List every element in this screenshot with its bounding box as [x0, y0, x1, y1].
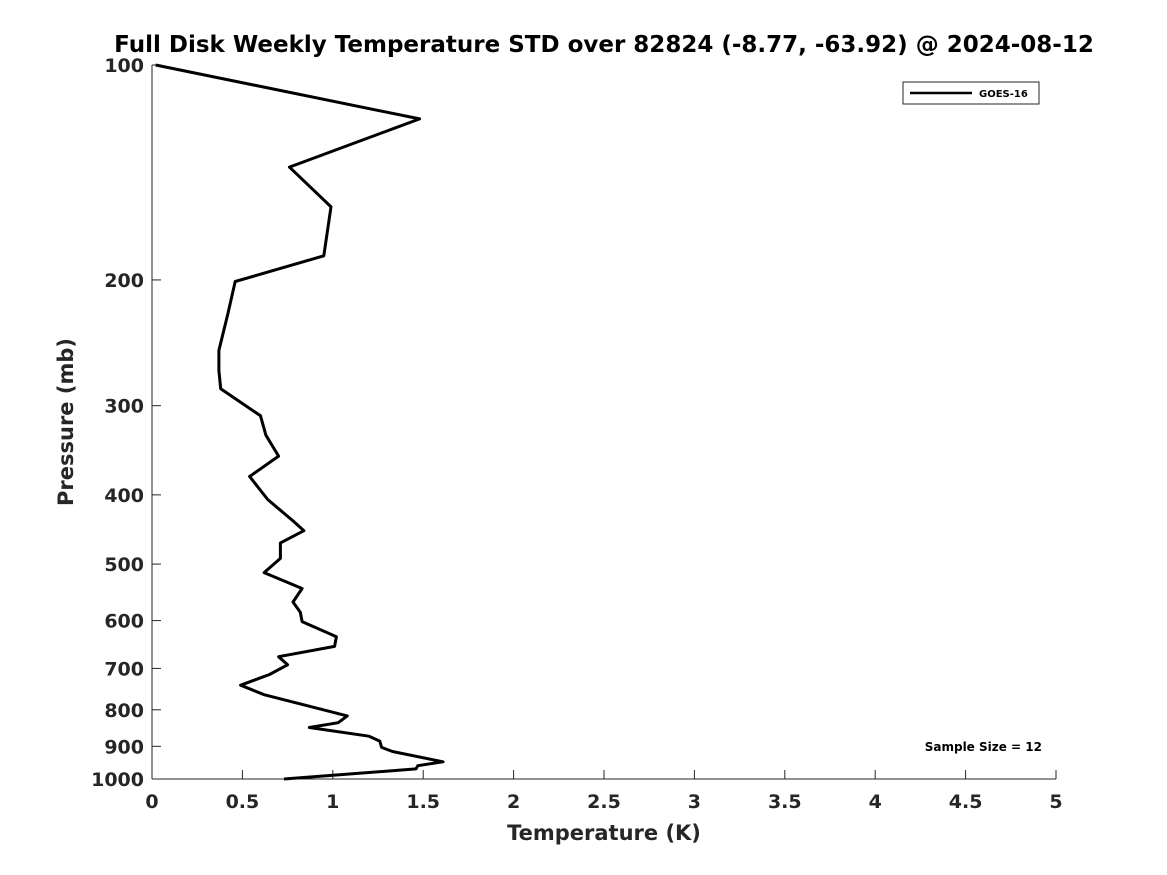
- x-axis-label: Temperature (K): [507, 821, 701, 845]
- y-tick-label: 200: [104, 270, 144, 292]
- y-axis-label: Pressure (mb): [54, 338, 78, 506]
- y-tick-label: 1000: [91, 769, 144, 791]
- x-tick-label: 1: [326, 791, 339, 813]
- y-tick-label: 500: [104, 554, 144, 576]
- legend: GOES-16: [902, 81, 1040, 105]
- y-tick-label: 800: [104, 700, 144, 722]
- x-tick-label: 3.5: [768, 791, 802, 813]
- series-layer: [155, 63, 445, 781]
- series-line-goes-16: [155, 63, 445, 781]
- y-ticks: 100 200 300 400 500 600 700 800 900 1000: [91, 55, 161, 791]
- x-ticks: 0 0.5 1 1.5 2 2.5 3 3.5 4 4.5 5: [145, 770, 1063, 813]
- x-tick-label: 2: [507, 791, 520, 813]
- y-tick-label: 900: [104, 736, 144, 758]
- x-tick-label: 4: [869, 791, 882, 813]
- y-tick-label: 400: [104, 485, 144, 507]
- y-tick-label: 300: [104, 396, 144, 418]
- x-tick-label: 2.5: [587, 791, 621, 813]
- x-tick-label: 5: [1049, 791, 1062, 813]
- x-tick-label: 1.5: [406, 791, 440, 813]
- sample-size-annotation: Sample Size = 12: [925, 740, 1042, 754]
- x-tick-label: 0.5: [226, 791, 260, 813]
- chart-title: Full Disk Weekly Temperature STD over 82…: [114, 32, 1094, 58]
- x-tick-label: 0: [145, 791, 158, 813]
- x-tick-label: 3: [688, 791, 701, 813]
- y-tick-label: 600: [104, 611, 144, 633]
- y-tick-label: 700: [104, 658, 144, 680]
- legend-label-goes-16: GOES-16: [979, 89, 1028, 100]
- x-tick-label: 4.5: [949, 791, 983, 813]
- y-tick-label: 100: [104, 55, 144, 77]
